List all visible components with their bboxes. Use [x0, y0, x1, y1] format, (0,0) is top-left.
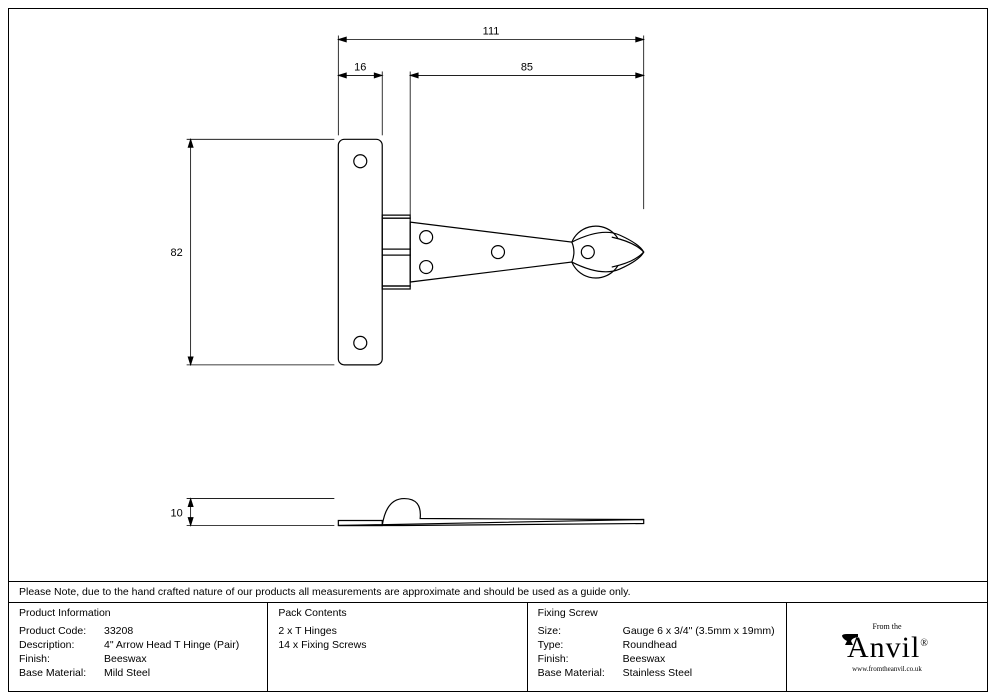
- base-material-label: Base Material:: [19, 667, 104, 679]
- pack-item-2: 14 x Fixing Screws: [278, 639, 366, 651]
- finish-label: Finish:: [19, 653, 104, 665]
- screw-size-value: Gauge 6 x 3/4" (3.5mm x 19mm): [623, 625, 775, 637]
- pack-item-1: 2 x T Hinges: [278, 625, 337, 637]
- hinge-front-view: [338, 139, 643, 365]
- base-material-value: Mild Steel: [104, 667, 150, 679]
- pack-contents-header: Pack Contents: [278, 607, 516, 619]
- logo-top-line: From the: [872, 622, 901, 631]
- brand-logo: From the Anvil® www.fromtheanvil.co.uk: [787, 603, 987, 691]
- page-border: 111 16 85 82 10: [8, 8, 988, 692]
- product-code-value: 33208: [104, 625, 133, 637]
- dim-profile-height: 10: [171, 508, 183, 520]
- anvil-icon: [841, 633, 859, 647]
- description-value: 4" Arrow Head T Hinge (Pair): [104, 639, 239, 651]
- screw-finish-label: Finish:: [538, 653, 623, 665]
- info-panel: Please Note, due to the hand crafted nat…: [9, 581, 987, 691]
- product-info-header: Product Information: [19, 607, 257, 619]
- dim-strap-length: 85: [521, 61, 533, 73]
- fixing-screw-col: Fixing Screw Size:Gauge 6 x 3/4" (3.5mm …: [528, 603, 787, 691]
- dim-plate-width: 16: [354, 61, 366, 73]
- technical-drawing: 111 16 85 82 10: [9, 9, 987, 569]
- screw-base-label: Base Material:: [538, 667, 623, 679]
- screw-base-value: Stainless Steel: [623, 667, 692, 679]
- measurement-note: Please Note, due to the hand crafted nat…: [9, 581, 987, 602]
- pack-contents-col: Pack Contents 2 x T Hinges 14 x Fixing S…: [268, 603, 527, 691]
- dim-overall-width: 111: [483, 26, 500, 38]
- screw-type-label: Type:: [538, 639, 623, 651]
- logo-url: www.fromtheanvil.co.uk: [852, 665, 922, 673]
- product-code-label: Product Code:: [19, 625, 104, 637]
- registered-mark: ®: [920, 638, 929, 649]
- screw-size-label: Size:: [538, 625, 623, 637]
- logo-main-text: Anvil®: [845, 631, 929, 665]
- dim-plate-height: 82: [171, 247, 183, 259]
- product-info-col: Product Information Product Code:33208 D…: [9, 603, 268, 691]
- screw-finish-value: Beeswax: [623, 653, 666, 665]
- description-label: Description:: [19, 639, 104, 651]
- finish-value: Beeswax: [104, 653, 147, 665]
- fixing-screw-header: Fixing Screw: [538, 607, 776, 619]
- screw-type-value: Roundhead: [623, 639, 677, 651]
- hinge-profile-view: [338, 499, 643, 526]
